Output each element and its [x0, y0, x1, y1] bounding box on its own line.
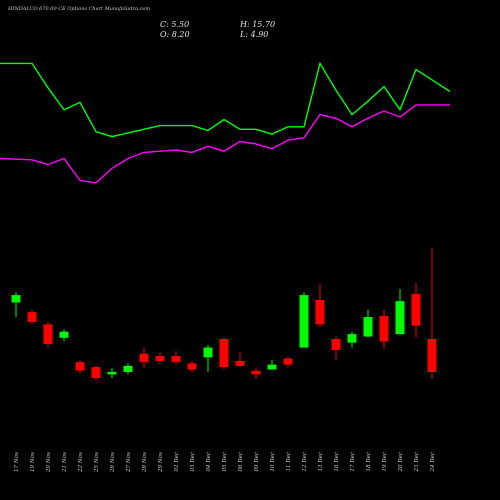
candle-body [267, 364, 277, 370]
x-tick-label: 09 Dec [254, 452, 260, 472]
candle-03-dec [187, 360, 197, 372]
candle-body [91, 367, 101, 379]
x-tick-label: 26 Nov [110, 451, 116, 473]
candle-body [75, 362, 85, 371]
indicator-lines [0, 61, 451, 184]
x-tick-label: 04 Dec [206, 452, 212, 472]
candle-body [43, 324, 53, 344]
candle-body [251, 370, 261, 375]
x-tick-label: 13 Dec [318, 452, 324, 472]
x-tick-label: 10 Dec [270, 452, 276, 472]
low-readout: L: 4.90 [240, 30, 269, 39]
x-tick-label: 19 Dec [382, 452, 388, 472]
candle-body [315, 300, 325, 325]
candle-11-dec [283, 356, 293, 368]
x-tick-label: 17 Nov [14, 451, 20, 472]
candle-02-dec [171, 351, 181, 365]
x-axis-labels: 17 Nov 19 Nov 20 Nov 21 Nov 22 Nov 25 Nov 26 N… [14, 451, 436, 473]
x-tick-label: 06 Dec [238, 452, 244, 472]
candle-body [203, 347, 213, 358]
candle-body [107, 371, 117, 375]
candle-body [59, 331, 69, 338]
candle-body [171, 356, 181, 363]
chart-title: HINDALCO 670.00 CE Options Chart MunafaS… [8, 6, 151, 12]
x-tick-label: 17 Dec [350, 452, 356, 472]
low-value: 4.90 [250, 30, 269, 39]
x-tick-label: 11 Dec [286, 452, 292, 472]
x-tick-label: 28 Nov [142, 451, 148, 473]
candle-27-nov [123, 363, 133, 375]
candle-13-dec [315, 284, 325, 327]
indicator-line-1 [0, 61, 451, 138]
candle-26-nov [107, 368, 117, 379]
candle-06-dec [235, 352, 245, 368]
candle-20-dec [395, 289, 405, 335]
x-tick-label: 25 Nov [94, 451, 100, 473]
x-tick-label: 18 Dec [366, 452, 372, 472]
x-tick-label: 29 Nov [158, 451, 164, 473]
candle-23-dec [411, 282, 421, 338]
candle-body [155, 356, 165, 361]
candle-body [139, 353, 149, 363]
close-readout: C: 5.50 [160, 20, 190, 29]
candle-body [235, 360, 245, 366]
candle-22-nov [75, 359, 85, 374]
candle-body [347, 334, 357, 343]
candle-12-dec [299, 292, 309, 348]
candle-05-dec [219, 337, 229, 370]
candle-19-nov [27, 309, 37, 325]
candle-body [187, 363, 197, 370]
candle-10-dec [267, 359, 277, 370]
x-tick-label: 20 Dec [398, 452, 404, 473]
candles [11, 247, 437, 381]
open-readout: O: 8.20 [160, 30, 190, 39]
open-value: 8.20 [171, 30, 190, 39]
candle-body [411, 293, 421, 326]
x-tick-label: 05 Dec [222, 452, 228, 472]
candle-18-dec [363, 309, 373, 337]
close-value: 5.50 [171, 20, 190, 29]
candle-16-dec [331, 336, 341, 360]
indicator-line-2 [0, 104, 450, 184]
high-readout: H: 15.70 [240, 20, 276, 29]
x-tick-label: 20 Nov [46, 451, 52, 473]
candle-body [11, 295, 21, 303]
candle-body [331, 339, 341, 350]
x-tick-label: 12 Dec [302, 452, 308, 472]
candle-29-nov [155, 352, 165, 364]
x-tick-label: 19 Nov [30, 451, 36, 472]
candle-24-dec [427, 247, 437, 380]
candle-09-dec [251, 367, 261, 380]
candle-body [299, 295, 309, 348]
candle-21-nov [59, 329, 69, 342]
x-tick-label: 16 Dec [334, 452, 340, 472]
candle-body [379, 315, 389, 342]
x-tick-label: 21 Nov [62, 451, 68, 473]
x-tick-label: 24 Dec [430, 452, 436, 473]
x-tick-label: 22 Nov [78, 451, 84, 473]
candle-body [363, 317, 373, 337]
candle-20-nov [43, 321, 53, 348]
candle-body [283, 358, 293, 365]
candle-body [27, 312, 37, 322]
x-tick-label: 02 Dec [174, 452, 180, 472]
x-tick-label: 03 Dec [190, 452, 196, 472]
candle-04-dec [203, 345, 213, 372]
x-tick-label: 23 Dec [414, 452, 420, 473]
candle-body [395, 301, 405, 335]
candle-body [427, 339, 437, 372]
candle-body [219, 339, 229, 368]
candle-17-dec [347, 331, 357, 348]
candle-25-nov [91, 365, 101, 381]
candle-19-dec [379, 309, 389, 349]
high-value: 15.70 [252, 20, 276, 29]
candle-17-nov [11, 292, 21, 318]
candle-body [123, 365, 133, 372]
candle-28-nov [139, 347, 149, 369]
x-tick-label: 27 Nov [126, 451, 132, 473]
